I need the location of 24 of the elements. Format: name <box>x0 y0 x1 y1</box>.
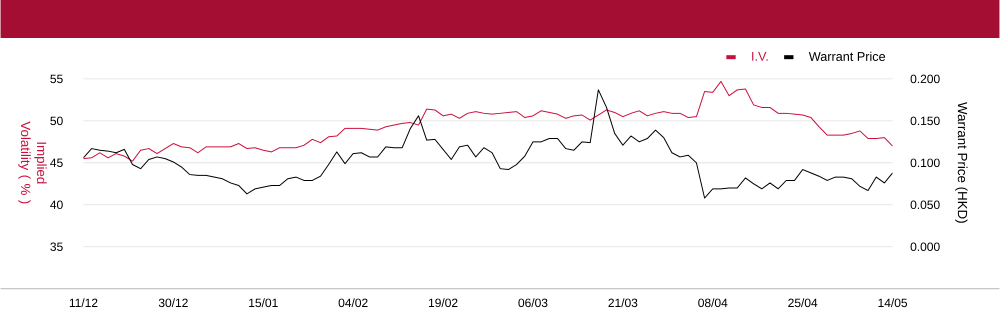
y-tick-label: 45 <box>50 158 63 168</box>
y2-tick-label: 0.150 <box>910 116 940 126</box>
y2-tick-label: 0.000 <box>910 242 940 252</box>
y-axis-title: Implied Volatility ( % ) <box>18 122 47 204</box>
y-tick-label: 50 <box>50 116 63 126</box>
x-tick-label: 15/01 <box>249 298 278 308</box>
y2-tick-label: 0.050 <box>910 200 940 210</box>
x-tick-label: 08/04 <box>698 298 728 308</box>
y2-tick-label: 0.100 <box>910 158 940 168</box>
y-tick-label: 55 <box>50 74 63 84</box>
x-tick-label: 25/04 <box>788 298 818 308</box>
y-tick-label: 35 <box>50 242 63 252</box>
y2-tick-label: 0.200 <box>910 74 940 84</box>
x-tick-label: 19/02 <box>428 298 458 308</box>
x-tick-label: 14/05 <box>878 298 908 308</box>
y-tick-label: 40 <box>50 200 63 210</box>
x-tick-label: 06/03 <box>518 298 548 308</box>
legend-label: Warrant Price <box>808 52 886 62</box>
y2-axis-title: Warrant Price (HKD) <box>955 102 968 223</box>
x-tick-label: 11/12 <box>70 298 98 308</box>
legend-label: I.V. <box>752 52 768 61</box>
x-tick-label: 30/12 <box>158 298 188 308</box>
x-tick-label: 21/03 <box>608 298 638 308</box>
x-tick-label: 04/02 <box>338 298 368 308</box>
